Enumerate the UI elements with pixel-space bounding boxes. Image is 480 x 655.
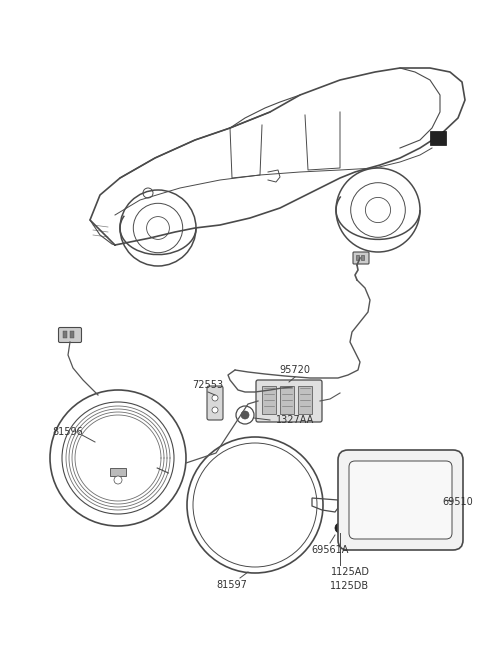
Bar: [70, 331, 74, 338]
Bar: [262, 386, 276, 414]
Bar: [298, 386, 312, 414]
Circle shape: [212, 395, 218, 401]
Circle shape: [241, 411, 249, 419]
FancyBboxPatch shape: [349, 461, 452, 539]
Circle shape: [212, 407, 218, 413]
Text: 69561A: 69561A: [312, 545, 348, 555]
Bar: [280, 386, 294, 414]
Bar: [361, 255, 364, 260]
Text: 95720: 95720: [279, 365, 311, 375]
Text: 1125AD: 1125AD: [331, 567, 370, 577]
FancyBboxPatch shape: [59, 328, 82, 343]
FancyBboxPatch shape: [353, 252, 369, 264]
Circle shape: [114, 476, 122, 484]
Text: 81596: 81596: [53, 427, 84, 437]
Bar: [63, 331, 67, 338]
Bar: [430, 131, 446, 145]
Bar: [110, 468, 126, 476]
Circle shape: [335, 523, 345, 533]
Text: 69510: 69510: [443, 497, 473, 507]
Text: 72553: 72553: [192, 380, 224, 390]
Text: 81597: 81597: [216, 580, 247, 590]
FancyBboxPatch shape: [256, 380, 322, 422]
Text: 1327AA: 1327AA: [276, 415, 314, 425]
Bar: [356, 255, 359, 260]
Text: 1125DB: 1125DB: [330, 581, 370, 591]
FancyBboxPatch shape: [207, 386, 223, 420]
FancyBboxPatch shape: [338, 450, 463, 550]
